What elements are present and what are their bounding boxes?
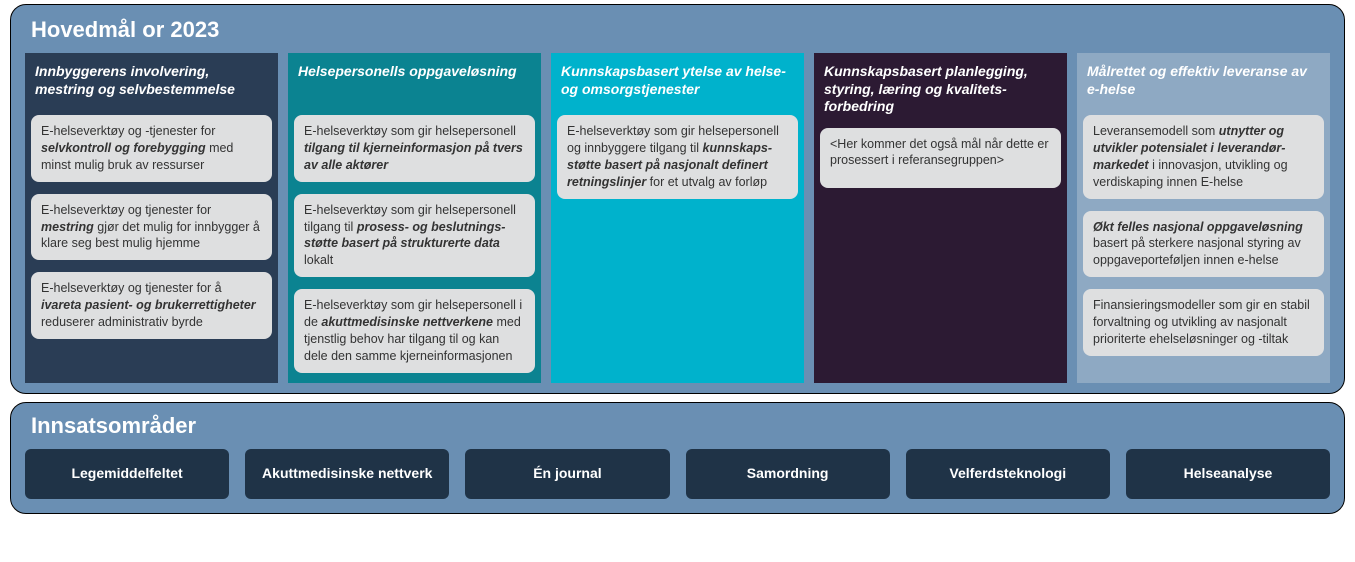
goal-card: E-helseverktøy som gir helsepersonell ti… (294, 115, 535, 182)
goal-card: Finansieringsmodeller som gir en stabil … (1083, 289, 1324, 356)
focus-areas-panel: Innsatsområder Legemiddelfeltet Akuttmedi… (10, 402, 1345, 514)
goal-column-header: Kunnskapsbasert planlegging, styring, læ… (814, 53, 1067, 128)
goal-card: E-helseverktøy og tjenester for mestring… (31, 194, 272, 261)
goal-column-body: Leveransemodell som utnytter og utvikler… (1077, 115, 1330, 383)
goal-card: Økt felles nasjonal oppgaveløsning baser… (1083, 211, 1324, 278)
goal-column-body: <Her kommer det også mål når dette er pr… (814, 128, 1067, 383)
focus-areas-title: Innsatsområder (31, 413, 1330, 439)
goal-column: Innbyggerens involvering, mestring og se… (25, 53, 278, 383)
focus-area-item: Én journal (465, 449, 669, 499)
goal-card: E-helseverktøy som gir helsepersonell og… (557, 115, 798, 199)
goal-column-body: E-helseverktøy som gir helsepersonell ti… (288, 115, 541, 383)
goal-column: Kunnskapsbasert ytelse av helse- og omso… (551, 53, 804, 383)
main-goals-title: Hovedmål or 2023 (31, 17, 1330, 43)
goal-card: E-helseverktøy som gir helsepersonell i … (294, 289, 535, 373)
goal-column-header: Innbyggerens involvering, mestring og se… (25, 53, 278, 115)
goal-card: E-helseverktøy og tjenester for å ivaret… (31, 272, 272, 339)
goal-column: Helsepersonells oppgaveløsningE-helsever… (288, 53, 541, 383)
goal-column-header: Kunnskapsbasert ytelse av helse- og omso… (551, 53, 804, 115)
goal-column: Kunnskapsbasert planlegging, styring, læ… (814, 53, 1067, 383)
focus-area-item: Velferdsteknologi (906, 449, 1110, 499)
goal-column-body: E-helseverktøy og -tjenester for selvkon… (25, 115, 278, 383)
goal-card: E-helseverktøy og -tjenester for selvkon… (31, 115, 272, 182)
focus-area-item: Helseanalyse (1126, 449, 1330, 499)
goal-card: <Her kommer det også mål når dette er pr… (820, 128, 1061, 188)
goal-column-header: Målrettet og effektiv leveranse av e-hel… (1077, 53, 1330, 115)
goal-card: Leveransemodell som utnytter og utvikler… (1083, 115, 1324, 199)
focus-areas-row: Legemiddelfeltet Akuttmedisinske nettverk… (25, 449, 1330, 499)
focus-area-item: Samordning (686, 449, 890, 499)
goal-column-header: Helsepersonells oppgaveløsning (288, 53, 541, 115)
goal-column-body: E-helseverktøy som gir helsepersonell og… (551, 115, 804, 383)
focus-area-item: Akuttmedisinske nettverk (245, 449, 449, 499)
focus-area-item: Legemiddelfeltet (25, 449, 229, 499)
goal-columns-container: Innbyggerens involvering, mestring og se… (25, 53, 1330, 383)
goal-card: E-helseverktøy som gir helsepersonell ti… (294, 194, 535, 278)
goal-column: Målrettet og effektiv leveranse av e-hel… (1077, 53, 1330, 383)
main-goals-panel: Hovedmål or 2023 Innbyggerens involverin… (10, 4, 1345, 394)
